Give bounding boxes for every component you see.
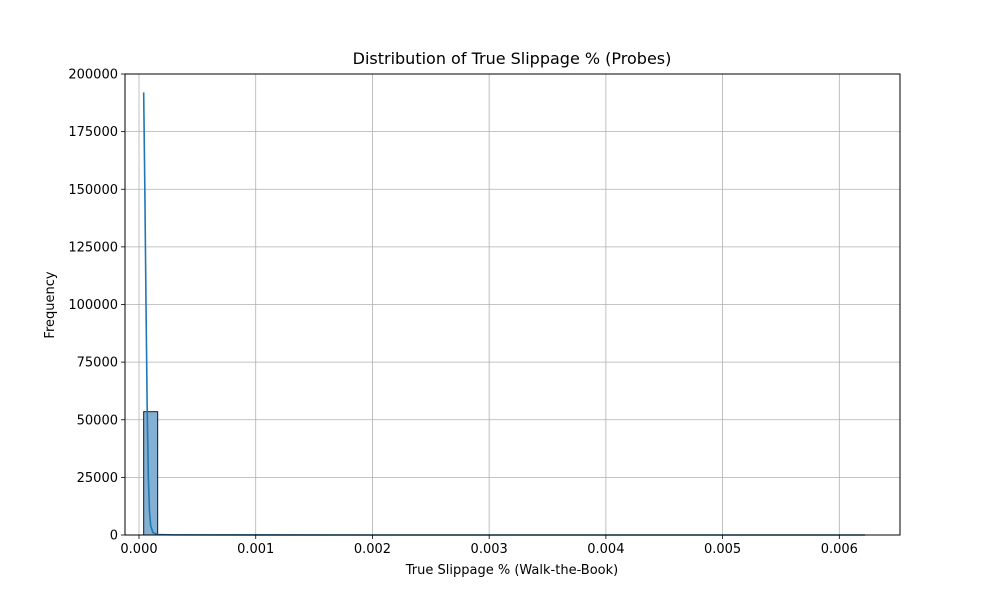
x-tick-label: 0.006 — [821, 542, 858, 557]
x-tick-label: 0.005 — [704, 542, 741, 557]
y-tick-label: 200000 — [68, 68, 118, 83]
x-tick-label: 0.004 — [587, 542, 624, 557]
y-tick-label: 150000 — [68, 183, 118, 198]
x-tick-label: 0.000 — [120, 542, 157, 557]
y-tick-label: 25000 — [77, 471, 118, 486]
y-tick-label: 100000 — [68, 298, 118, 313]
y-tick-label: 0 — [110, 529, 118, 544]
y-tick-label: 125000 — [68, 240, 118, 255]
x-axis: 0.000 0.001 0.002 0.003 0.004 0.005 0.006 — [120, 535, 858, 557]
chart-title: Distribution of True Slippage % (Probes) — [353, 49, 672, 68]
y-tick-label: 75000 — [77, 356, 118, 371]
x-tick-label: 0.001 — [237, 542, 274, 557]
x-tick-label: 0.003 — [471, 542, 508, 557]
x-tick-label: 0.002 — [354, 542, 391, 557]
y-tick-label: 175000 — [68, 125, 118, 140]
y-axis-label: Frequency — [43, 271, 58, 338]
y-tick-label: 50000 — [77, 413, 118, 428]
y-axis: 0 25000 50000 75000 100000 125000 150000 175000… — [68, 68, 125, 544]
x-axis-label: True Slippage % (Walk-the-Book) — [405, 563, 618, 578]
